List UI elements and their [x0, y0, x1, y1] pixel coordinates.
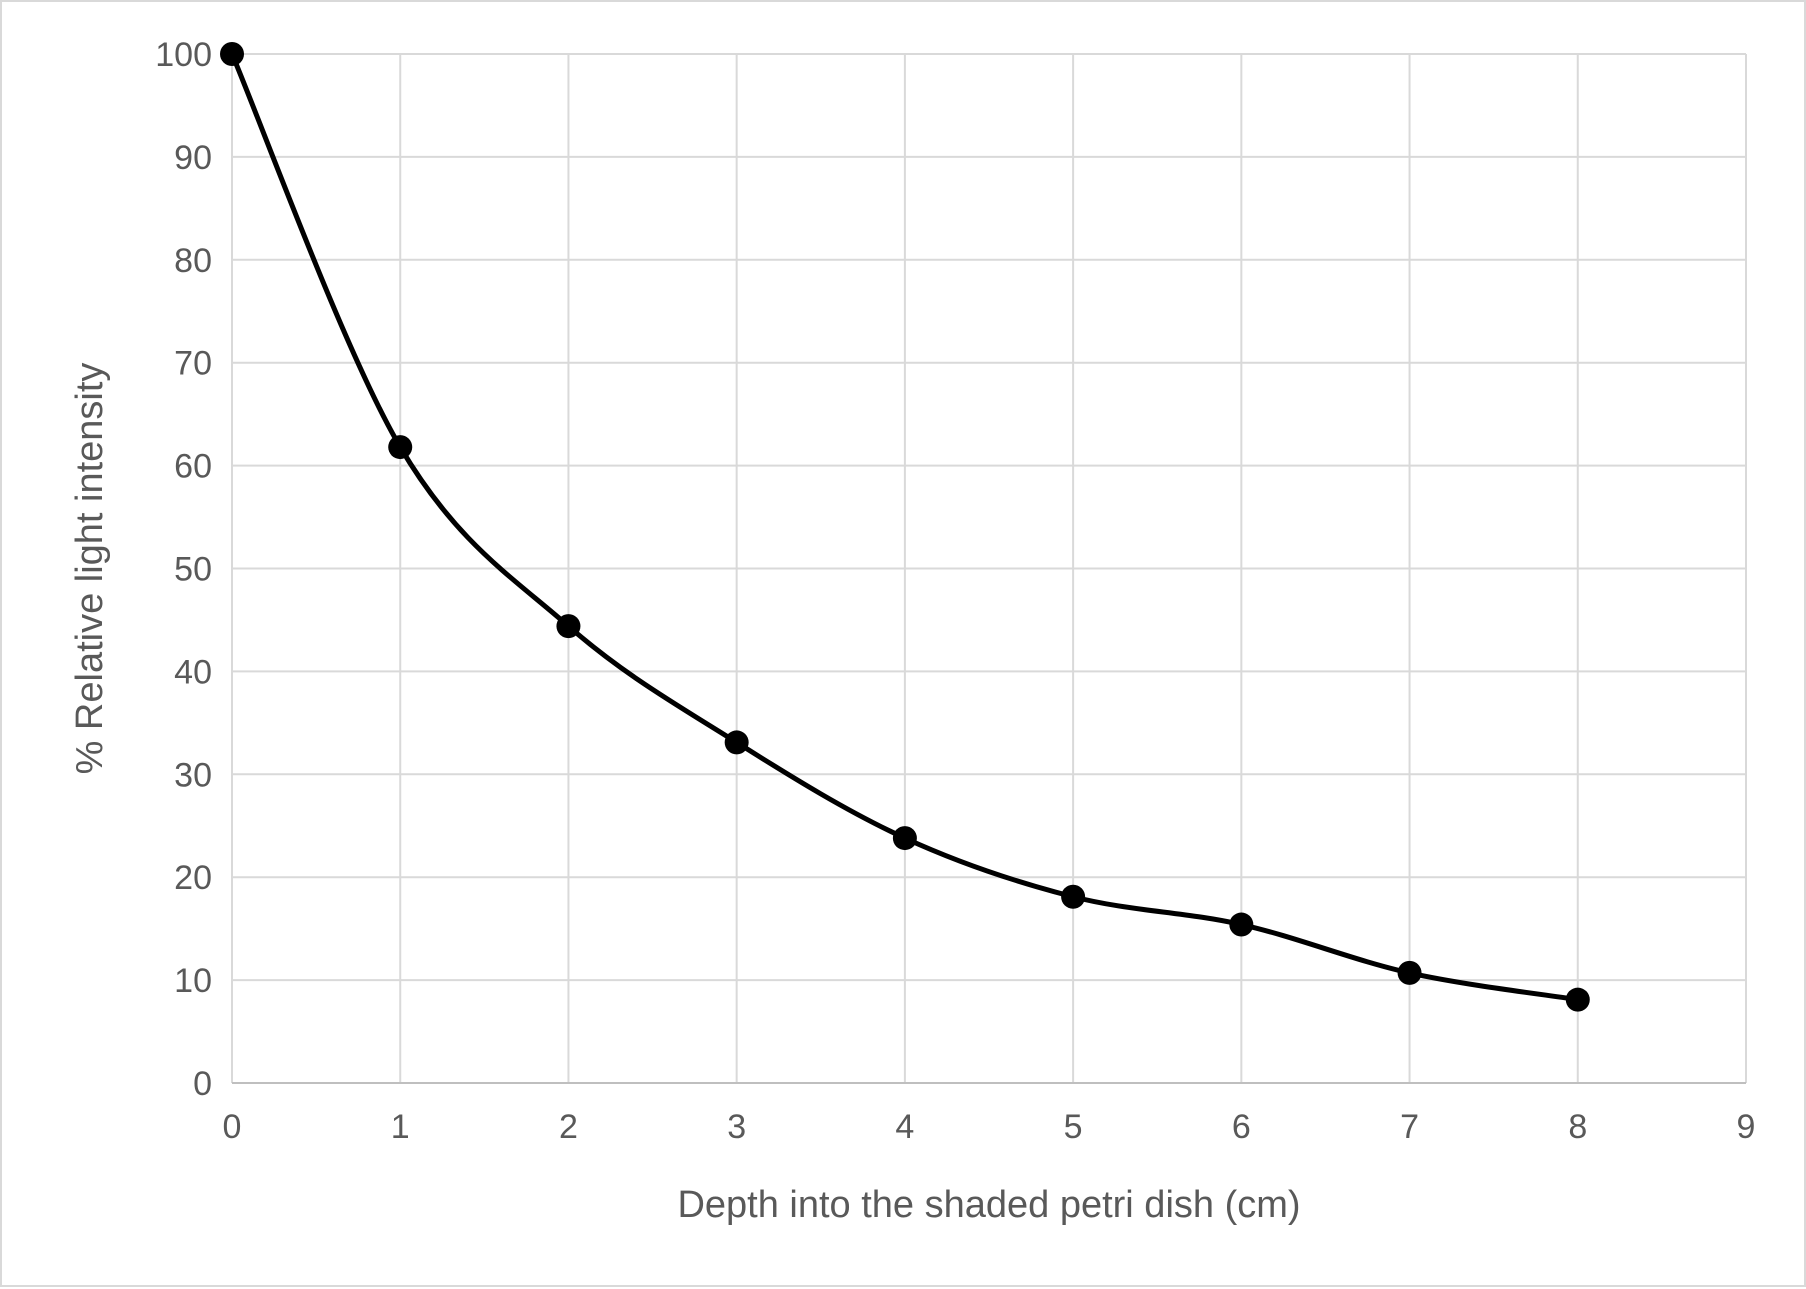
data-point	[388, 435, 413, 460]
gridlines	[231, 53, 1747, 1083]
y-tick-label: 10	[174, 962, 212, 1000]
data-point	[1229, 912, 1254, 937]
x-tick-label: 0	[223, 1108, 242, 1146]
x-tick-label: 9	[1737, 1108, 1756, 1146]
data-point	[1397, 960, 1422, 985]
y-tick-label: 80	[174, 242, 212, 280]
y-tick-label: 0	[193, 1065, 212, 1103]
y-tick-label: 50	[174, 551, 212, 589]
x-tick-label: 5	[1064, 1108, 1083, 1146]
x-tick-label: 3	[727, 1108, 746, 1146]
y-tick-label: 40	[174, 653, 212, 691]
x-tick-label: 1	[391, 1108, 410, 1146]
y-tick-label: 100	[155, 36, 212, 74]
y-tick-label: 90	[174, 139, 212, 177]
x-tick-label: 6	[1232, 1108, 1251, 1146]
y-tick-label: 60	[174, 448, 212, 486]
x-tick-label: 7	[1400, 1108, 1419, 1146]
x-axis-tick-labels: 0 1 2 3 4 5 6 7 8 9	[223, 1108, 1756, 1146]
data-point	[1565, 987, 1590, 1012]
data-point	[556, 614, 581, 639]
data-point	[1061, 884, 1086, 909]
y-axis-title: % Relative light intensity	[69, 363, 111, 775]
y-axis-tick-labels: 0 10 20 30 40 50 60 70 80 90 100	[155, 36, 212, 1103]
x-axis-title: Depth into the shaded petri dish (cm)	[677, 1184, 1300, 1226]
y-tick-label: 70	[174, 345, 212, 383]
x-tick-label: 2	[559, 1108, 578, 1146]
y-tick-label: 20	[174, 859, 212, 897]
y-tick-label: 30	[174, 756, 212, 794]
x-tick-label: 4	[895, 1108, 914, 1146]
x-tick-label: 8	[1568, 1108, 1587, 1146]
data-point	[220, 42, 244, 66]
series-1	[220, 42, 1590, 1012]
data-point	[724, 730, 749, 755]
data-point	[892, 826, 917, 851]
